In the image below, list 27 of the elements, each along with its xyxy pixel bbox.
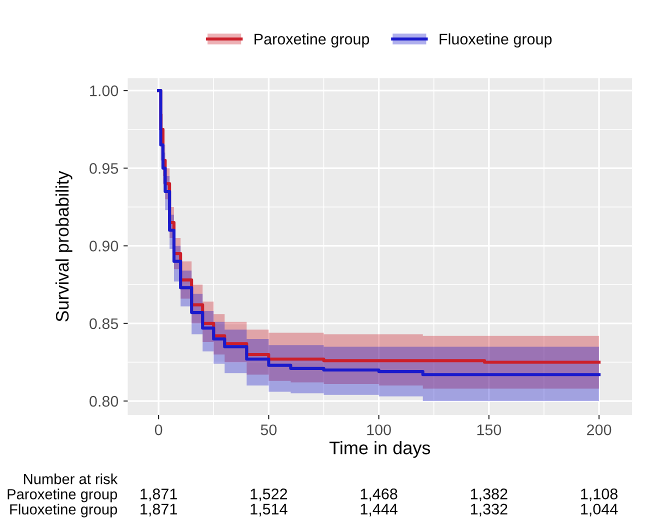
y-tick-label: 0.95 [90,163,118,174]
text: 1,444 [360,504,398,516]
text: 1,332 [470,504,508,516]
x-tick-label: 0 [154,424,162,436]
text: Number at risk [24,473,118,484]
x-tick-label: 50 [260,424,277,436]
x-tick-label: 150 [477,424,502,436]
text: Fluoxetine group [10,504,118,518]
text: 1,514 [250,504,288,516]
legend-label: Fluoxetine group [440,33,552,48]
text: 1,044 [581,504,618,516]
text: 1,871 [140,504,177,516]
y-tick-label: 0.90 [90,240,118,252]
y-tick-label: 1.00 [90,85,118,96]
text: 1,522 [250,488,288,502]
text: 1,871 [140,488,177,502]
legend-label: Paroxetine group [254,33,370,48]
y-tick-label: 0.85 [90,318,118,330]
x-tick-label: 200 [587,424,612,436]
x-axis-title: Time in days [329,441,430,458]
y-axis-title: Survival probability [55,170,72,322]
text: 1,382 [470,488,508,502]
x-tick-label: 100 [367,424,391,436]
y-tick-label: 0.80 [90,396,118,407]
text: 1,108 [581,488,618,502]
text: 1,468 [360,488,398,502]
text: Paroxetine group [8,488,118,502]
